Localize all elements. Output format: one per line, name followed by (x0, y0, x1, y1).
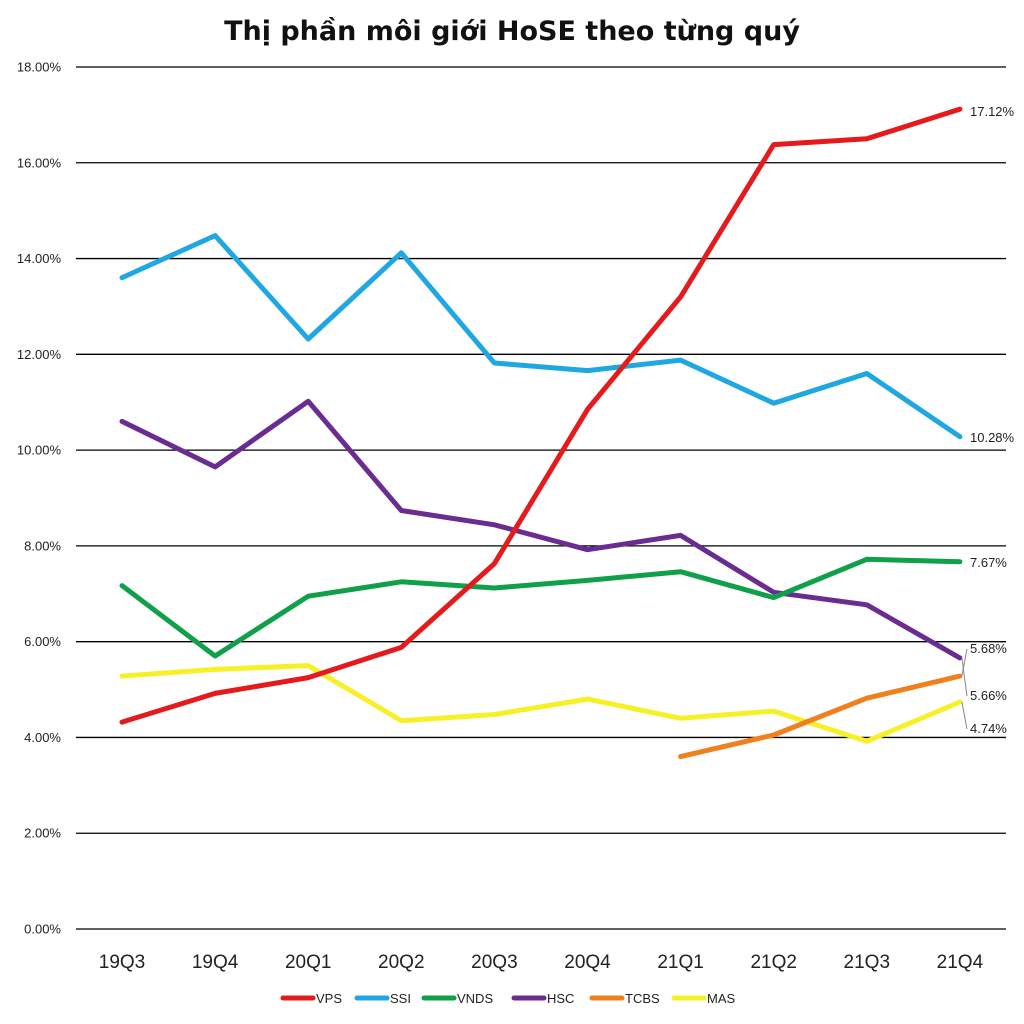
x-tick-label: 20Q4 (564, 952, 611, 973)
x-axis-ticks: 19Q3 19Q4 20Q1 20Q2 20Q3 20Q4 21Q1 21Q2 21Q3 21Q4 (99, 952, 984, 973)
x-tick-label: 20Q1 (285, 952, 331, 973)
end-label-ssi: 10.28% (970, 430, 1015, 445)
series-line-tcbs (678, 673, 963, 760)
x-tick-label: 19Q3 (99, 952, 145, 973)
end-label-hsc: 5.66% (970, 688, 1007, 703)
y-tick-label: 16.00% (17, 155, 62, 170)
series-line-hsc (119, 398, 963, 661)
gridlines (76, 66, 1006, 930)
x-tick-label: 20Q3 (471, 952, 517, 973)
series-line-ssi (119, 233, 963, 440)
x-tick-label: 21Q4 (937, 952, 984, 973)
x-tick-label: 21Q3 (844, 952, 890, 973)
series-line-vps (119, 106, 963, 725)
y-tick-label: 6.00% (24, 634, 61, 649)
chart-title: Thị phần môi giới HoSE theo từng quý (224, 16, 800, 47)
x-tick-label: 20Q2 (378, 952, 424, 973)
y-tick-label: 18.00% (17, 60, 62, 75)
y-tick-label: 8.00% (24, 538, 61, 553)
series-lines (119, 106, 963, 760)
end-label-tcbs: 5.68% (970, 641, 1007, 656)
x-tick-label: 21Q2 (750, 952, 796, 973)
legend: VPS SSI VNDS HSC TCBS MAS (280, 991, 736, 1006)
y-tick-label: 4.00% (24, 730, 61, 745)
legend-label-hsc: HSC (547, 991, 574, 1006)
y-tick-label: 14.00% (17, 251, 62, 266)
end-label-vnds: 7.67% (970, 555, 1007, 570)
legend-label-mas: MAS (707, 991, 736, 1006)
y-axis-ticks: 0.00% 2.00% 4.00% 6.00% 8.00% 10.00% 12.00% 14.… (17, 60, 62, 937)
legend-label-vnds: VNDS (457, 991, 493, 1006)
leader-line-hsc (961, 657, 968, 697)
series-line-mas (119, 663, 963, 744)
x-tick-label: 21Q1 (657, 952, 703, 973)
y-tick-label: 2.00% (24, 826, 61, 841)
end-labels: 17.12% 10.28% 7.67% 5.66% 5.68% 4.74% (961, 104, 1015, 736)
y-tick-label: 12.00% (17, 347, 62, 362)
y-tick-label: 10.00% (17, 443, 62, 458)
leader-line-tcbs (961, 648, 968, 677)
end-label-vps: 17.12% (970, 104, 1015, 119)
series-line-vnds (119, 556, 963, 659)
end-label-mas: 4.74% (970, 721, 1007, 736)
legend-label-vps: VPS (316, 991, 342, 1006)
x-tick-label: 19Q4 (192, 952, 239, 973)
legend-label-ssi: SSI (390, 991, 411, 1006)
leader-line-mas (961, 701, 968, 730)
legend-label-tcbs: TCBS (625, 991, 660, 1006)
y-tick-label: 0.00% (24, 922, 61, 937)
